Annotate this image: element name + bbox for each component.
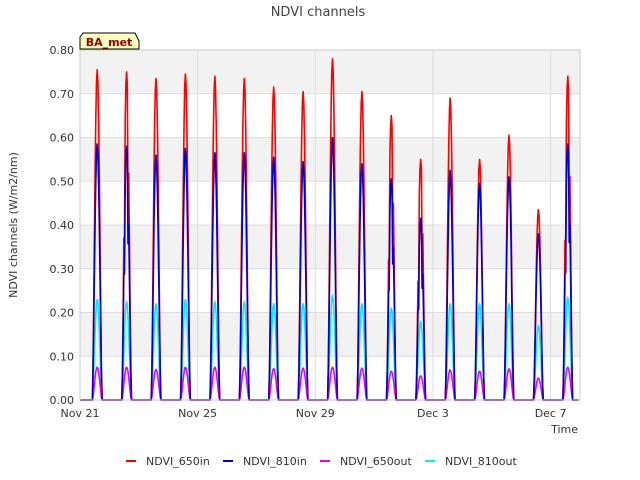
chart-title: NDVI channels: [271, 5, 366, 20]
x-tick-labels: Nov 21 Nov 25 Nov 29 Dec 3 Dec 7: [61, 407, 567, 420]
y-tick-label: 0.70: [50, 88, 75, 101]
legend-label: NDVI_810out: [445, 455, 517, 468]
x-tick-label: Nov 29: [296, 407, 335, 420]
y-tick-labels: 0.00 0.10 0.20 0.30 0.40 0.50 0.60 0.70 0.80: [50, 44, 75, 407]
y-tick-label: 0.40: [50, 219, 75, 232]
site-badge: BA_met: [79, 32, 140, 50]
y-tick-label: 0.80: [50, 44, 75, 57]
y-tick-label: 0.30: [50, 263, 75, 276]
x-axis-label: Time: [550, 423, 578, 436]
x-tick-label: Nov 25: [178, 407, 217, 420]
plot-band: [80, 50, 580, 94]
site-badge-label: BA_met: [86, 36, 133, 49]
y-tick-label: 0.50: [50, 175, 75, 188]
x-tick-label: Dec 3: [417, 407, 449, 420]
y-axis-label: NDVI channels (W/m2/nm): [7, 152, 20, 298]
y-tick-label: 0.60: [50, 132, 75, 145]
x-tick-label: Dec 7: [535, 407, 567, 420]
y-tick-label: 0.00: [50, 394, 75, 407]
legend: NDVI_650in NDVI_810in NDVI_650out NDVI_810o…: [126, 455, 517, 468]
legend-label: NDVI_810in: [243, 455, 307, 468]
legend-label: NDVI_650out: [340, 455, 412, 468]
series-line-ndvi-810in: [80, 136, 579, 401]
series-line-ndvi-650out: [80, 366, 579, 401]
series-lines: [80, 58, 579, 401]
y-tick-label: 0.20: [50, 307, 75, 320]
plot-frame: [79, 49, 581, 401]
legend-label: NDVI_650in: [146, 455, 210, 468]
y-tick-label: 0.10: [50, 350, 75, 363]
x-tick-label: Nov 21: [61, 407, 100, 420]
plot-band: [80, 93, 580, 138]
